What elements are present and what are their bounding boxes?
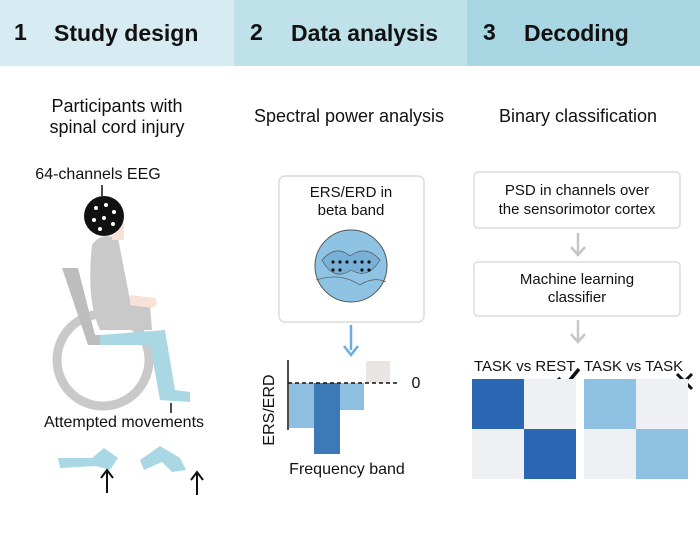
arrow: [570, 246, 586, 257]
matrix-label: TASK vs TASK: [584, 358, 683, 375]
box: [473, 171, 681, 229]
column-title: Data analysis: [291, 20, 438, 46]
zero-label: 0: [412, 375, 421, 392]
column-number: 2: [250, 19, 263, 45]
y-label: ERS/ERD: [261, 374, 278, 445]
heading: Participants with: [51, 96, 182, 116]
column-title: Decoding: [524, 20, 629, 46]
x-label: Frequency band: [289, 461, 405, 478]
heading: Binary classification: [499, 106, 657, 126]
heading: spinal cord injury: [49, 117, 184, 137]
movement-illustration: [58, 446, 204, 495]
column-number: 1: [14, 19, 27, 45]
label: 64-channels EEG: [35, 166, 160, 183]
box-text: beta band: [318, 202, 385, 219]
arrow: [343, 345, 359, 358]
column-title: Study design: [54, 20, 198, 46]
arrow: [570, 333, 586, 344]
box-text: PSD in channels over: [505, 182, 649, 199]
topomap: [314, 229, 388, 303]
heading: Spectral power analysis: [254, 106, 444, 126]
box-text: Machine learning: [520, 271, 634, 288]
box: [473, 261, 681, 317]
box-text: ERS/ERD in: [310, 184, 393, 201]
column-number: 3: [483, 19, 496, 45]
schematic-bars: [289, 361, 390, 454]
header-band: [467, 0, 700, 66]
header-band: [0, 0, 234, 66]
participant-illustration: [52, 196, 190, 411]
matrix-label: TASK vs REST: [474, 358, 575, 375]
box-text: the sensorimotor cortex: [499, 201, 656, 218]
header-band: [234, 0, 467, 66]
label: Attempted movements: [44, 414, 204, 431]
box-text: classifier: [548, 289, 606, 306]
confusion-matrix: [584, 379, 688, 479]
confusion-matrix: [472, 379, 576, 479]
